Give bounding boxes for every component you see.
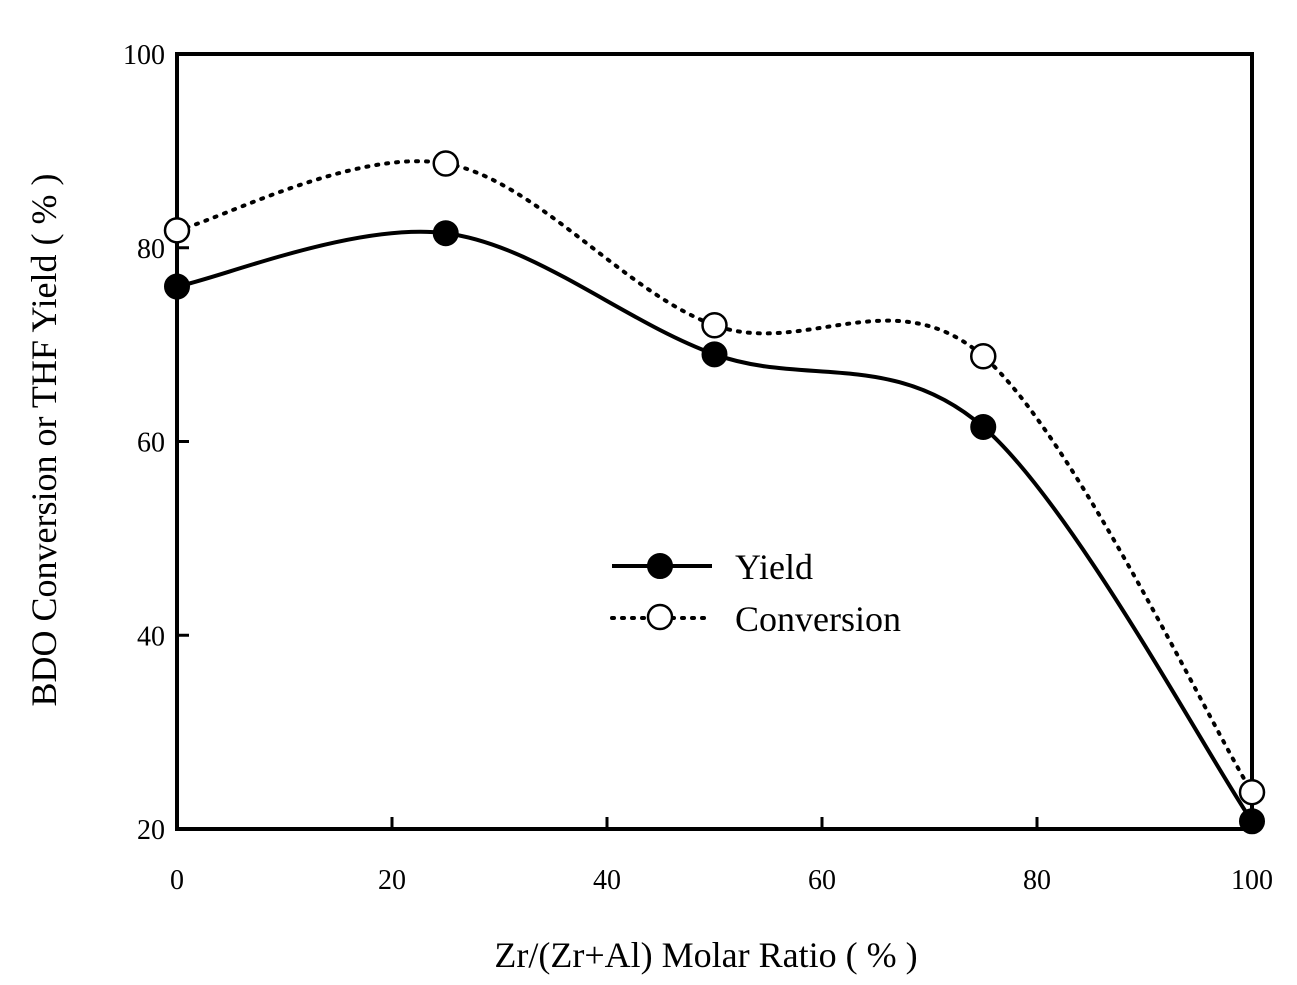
x-tick-label: 20 — [378, 865, 406, 896]
series-curves — [175, 159, 1254, 823]
x-axis-title: Zr/(Zr+Al) Molar Ratio ( % ) — [494, 935, 917, 975]
legend: Yield Conversion — [610, 547, 901, 639]
data-point-conversion — [1238, 778, 1266, 806]
legend-label-yield: Yield — [735, 547, 813, 587]
legend-marker-yield — [647, 553, 673, 579]
x-tick-label: 100 — [1231, 865, 1273, 896]
y-tick-label: 80 — [137, 234, 165, 265]
data-point-yield — [164, 273, 190, 300]
legend-marker-conversion — [646, 603, 674, 631]
y-tick-label: 40 — [137, 621, 165, 652]
y-axis-title: BDO Conversion or THF Yield ( % ) — [24, 174, 64, 707]
data-point-conversion — [163, 217, 191, 244]
series-line-conversion — [175, 159, 1254, 795]
axis-ticks — [175, 52, 1254, 831]
data-point-conversion — [701, 312, 728, 339]
data-point-yield — [970, 413, 997, 440]
legend-label-conversion: Conversion — [735, 599, 901, 639]
x-tick-label: 40 — [593, 865, 621, 896]
data-point-yield — [701, 341, 728, 368]
data-point-conversion — [970, 343, 997, 370]
y-tick-label: 20 — [137, 815, 165, 846]
plot-frame — [175, 52, 1254, 831]
y-tick-label: 60 — [137, 428, 165, 459]
series-markers — [163, 150, 1266, 835]
data-point-conversion — [432, 150, 459, 177]
data-point-yield — [432, 220, 459, 247]
x-tick-label: 0 — [170, 865, 184, 896]
y-tick-label: 100 — [123, 40, 165, 71]
x-tick-label: 80 — [1023, 865, 1051, 896]
x-tick-label: 60 — [808, 865, 836, 896]
series-line-yield — [176, 229, 1254, 823]
data-point-yield — [1239, 808, 1265, 835]
